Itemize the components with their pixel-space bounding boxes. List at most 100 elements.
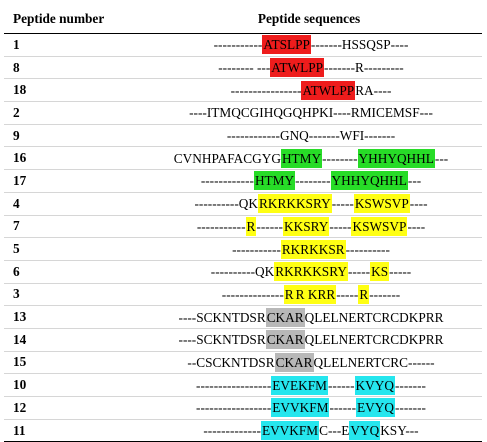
peptide-sequence: ----ITMQCGIHQGQHPKI----RMICEMSF--- [146, 101, 482, 125]
highlighted-motif: R [283, 284, 295, 304]
peptide-number: 15 [4, 351, 146, 375]
table-row: 13 ----SCKNTDSRCKARQLELNERTCRCDKPRR [4, 305, 482, 329]
peptide-number: 3 [4, 283, 146, 307]
sequence-segment: --- [407, 173, 422, 189]
peptide-number: 10 [4, 373, 146, 397]
sequence-segment: ----------QK [210, 264, 275, 280]
peptide-sequence: -----------R------KKSRY-----KSWSVP---- [146, 215, 482, 239]
sequence-segment: QLELNERTCRCDKPRR [304, 332, 444, 348]
peptide-sequence: -------- ---ATWLPP-------R--------- [146, 56, 482, 80]
highlighted-motif: EVVKFM [271, 398, 330, 418]
highlighted-motif: EVYQ [356, 398, 395, 418]
sequence-segment: ----- [389, 264, 412, 280]
table-row: 8 -------- ---ATWLPP-------R--------- [4, 56, 482, 80]
sequence-segment: ------ [256, 218, 283, 234]
table-row: 18 ----------------ATWLPPRA---- [4, 78, 482, 103]
sequence-segment: -------HSSQSP---- [310, 37, 409, 53]
peptide-number: 12 [4, 396, 146, 420]
sequence-segment: ---- [409, 196, 428, 212]
sequence-segment: C---E [319, 423, 350, 439]
peptide-sequence: -----------ATSLPP-------HSSQSP---- [146, 33, 482, 57]
sequence-segment: -------R--------- [324, 60, 404, 76]
sequence-segment: RA---- [355, 82, 392, 98]
peptide-number: 17 [4, 169, 146, 193]
sequence-segment: --CSCKNTDSR [187, 354, 275, 370]
sequence-segment: QLELNERTCRC------ [313, 354, 435, 370]
highlighted-motif: CKAR [265, 307, 305, 327]
header-row: Peptide number Peptide sequences [4, 4, 482, 34]
highlighted-motif: YHHYQHHL [330, 171, 408, 191]
peptide-number: 9 [4, 124, 146, 148]
table-row: 10 -----------------EVEKFM------KVYQ-----… [4, 373, 482, 397]
sequence-segment: ------- [394, 400, 426, 416]
highlighted-motif: KVYQ [354, 375, 395, 395]
highlighted-motif: KSWSVP [353, 194, 410, 214]
peptide-sequence: --------------R R KRR-----R------- [146, 283, 482, 307]
peptide-sequence: -----------------EVEKFM------KVYQ------- [146, 373, 482, 397]
peptide-sequence: ----SCKNTDSRCKARQLELNERTCRCDKPRR [146, 305, 482, 329]
sequence-segment: ------------ [200, 173, 254, 189]
highlighted-motif: KKSRY [283, 216, 330, 236]
table-body: 1 -----------ATSLPP-------HSSQSP---- 8 ----… [4, 33, 482, 442]
table-row: 12 -----------------EVVKFM------EVYQ-----… [4, 396, 482, 420]
table-row: 15 --CSCKNTDSRCKARQLELNERTCRC------ [4, 351, 482, 375]
peptide-sequence: ----------QKRKRKKSRY-----KS----- [146, 260, 482, 284]
peptide-number: 1 [4, 33, 146, 57]
peptide-sequence: CVNHPAFACGYGHTMY--------YHHYQHHL--- [146, 146, 482, 171]
highlighted-motif: CKAR [274, 352, 314, 372]
sequence-segment: ----- [331, 196, 354, 212]
table-row: 5 -----------RKRKKSR---------- [4, 237, 482, 261]
peptide-number: 5 [4, 237, 146, 261]
highlighted-motif: R [358, 284, 370, 304]
peptide-sequence: ------------GNQ-------WFI------- [146, 124, 482, 148]
peptide-sequence: ------------HTMY--------YHHYQHHL--- [146, 169, 482, 193]
table-row: 1 -----------ATSLPP-------HSSQSP---- [4, 33, 482, 57]
table-row: 2 ----ITMQCGIHQGQHPKI----RMICEMSF--- [4, 101, 482, 125]
sequence-segment: -------- [295, 173, 331, 189]
sequence-segment: ---------- [345, 241, 390, 257]
sequence-segment: ----------- [213, 37, 263, 53]
sequence-segment: ----------- [232, 241, 281, 257]
table-row: 16 CVNHPAFACGYGHTMY--------YHHYQHHL--- [4, 146, 482, 171]
table-row: 4 ----------QKRKRKKSRY-----KSWSVP---- [4, 192, 482, 216]
sequence-segment: ------- [394, 377, 426, 393]
sequence-segment: ----SCKNTDSR [178, 332, 266, 348]
peptide-sequence: ----------------ATWLPPRA---- [146, 78, 482, 103]
highlighted-motif: RKRKKSRY [258, 194, 332, 214]
highlighted-motif: EVEKFM [271, 375, 328, 395]
peptide-number: 14 [4, 328, 146, 352]
table-row: 6 ----------QKRKRKKSRY-----KS----- [4, 260, 482, 284]
sequence-segment: KSY--- [380, 423, 419, 439]
header-peptide-number: Peptide number [4, 4, 146, 34]
peptide-number: 4 [4, 192, 146, 216]
sequence-segment: QLELNERTCRCDKPRR [304, 309, 444, 325]
sequence-segment: CVNHPAFACGYG [173, 150, 281, 166]
highlighted-motif: ATWLPP [270, 58, 325, 78]
sequence-segment: ----------------- [196, 377, 272, 393]
peptide-sequence: -----------RKRKKSR---------- [146, 237, 482, 261]
highlighted-motif: ATWLPP [301, 80, 356, 100]
peptide-number: 2 [4, 101, 146, 125]
sequence-segment: ----- [336, 286, 359, 302]
sequence-segment: ---------------- [230, 82, 302, 98]
highlighted-motif: HTMY [280, 148, 323, 168]
peptide-number: 13 [4, 305, 146, 329]
sequence-segment: ----ITMQCGIHQGQHPKI----RMICEMSF--- [189, 105, 433, 121]
highlighted-motif: R [245, 216, 257, 236]
highlighted-motif: CKAR [265, 330, 305, 350]
table-row: 7 -----------R------KKSRY-----KSWSVP---- [4, 215, 482, 239]
table-row: 17 ------------HTMY--------YHHYQHHL--- [4, 169, 482, 193]
sequence-segment: --- [434, 150, 449, 166]
peptide-number: 18 [4, 78, 146, 103]
header-peptide-sequences: Peptide sequences [146, 4, 482, 34]
highlighted-motif: RKRKKSR [280, 239, 346, 259]
peptide-number: 6 [4, 260, 146, 284]
sequence-segment: -------- --- [218, 60, 271, 76]
table-row: 3 --------------R R KRR-----R------- [4, 283, 482, 307]
sequence-segment: ------ [329, 400, 357, 416]
sequence-segment: ------ [327, 377, 355, 393]
highlighted-motif: KS [370, 262, 390, 282]
peptide-number: 11 [4, 419, 146, 442]
peptide-sequence: ----SCKNTDSRCKARQLELNERTCRCDKPRR [146, 328, 482, 352]
table-row: 11 -------------EVVKFMC---EVYQKSY--- [4, 419, 482, 442]
